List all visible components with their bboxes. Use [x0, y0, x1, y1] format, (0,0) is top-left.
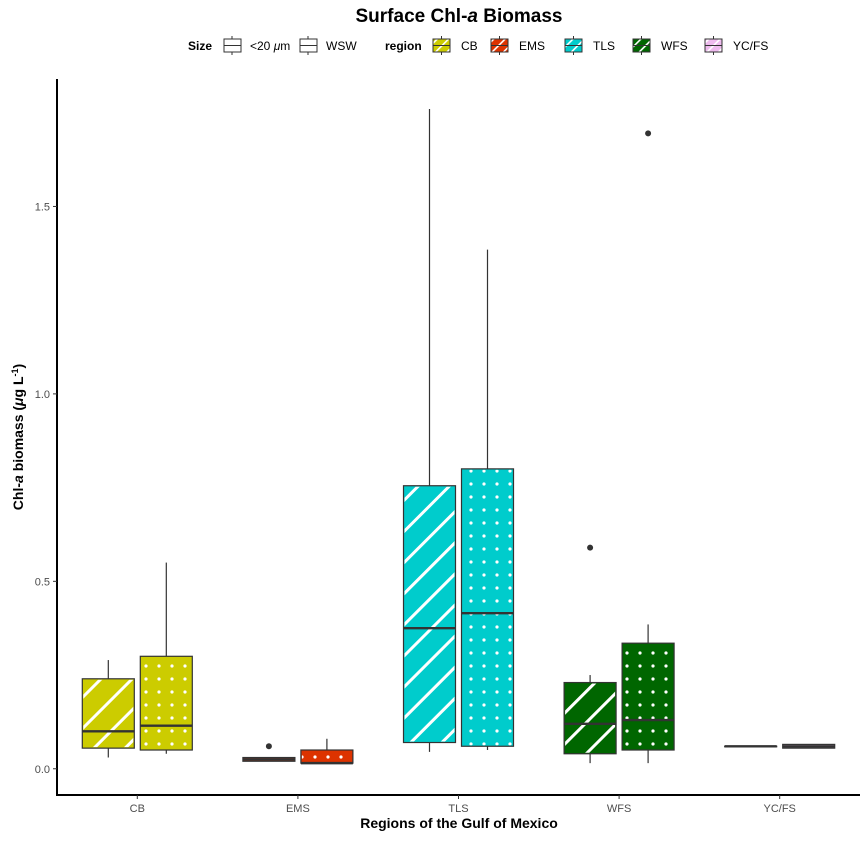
box-ems-small [242, 743, 296, 762]
y-axis-title-pre: Chl- [10, 483, 26, 511]
x-tick-label: CB [130, 803, 145, 815]
x-tick-label: YC/FS [763, 803, 795, 815]
legend-size-label-small-mu: μ [273, 39, 281, 53]
y-axis-ticks: 0.0 0.5 1.0 1.5 [35, 201, 57, 776]
y-axis-title-italic-a: a [10, 475, 26, 483]
y-axis-title-unit: g L [10, 376, 26, 397]
legend: Size <20 μm WSW region CB EMS TLS WFS YC/FS [188, 36, 768, 55]
box-wfs-wsw [621, 130, 675, 764]
box-ems-wsw [300, 738, 354, 765]
outlier-point [587, 544, 594, 551]
box-pattern [623, 644, 674, 750]
box-cb-small [81, 660, 135, 758]
x-axis-ticks: CB EMS TLS WFS YC/FS [130, 795, 796, 815]
legend-size-title: Size [188, 39, 212, 53]
legend-size-label-wsw: WSW [326, 39, 357, 53]
legend-region-label: WFS [661, 39, 688, 53]
box-ycfs-wsw [782, 743, 836, 749]
box-pattern [83, 679, 134, 748]
legend-size-label-small-pre: <20 [250, 39, 274, 53]
outlier-point [645, 130, 652, 137]
chart-title-post: Biomass [478, 6, 562, 27]
box-tls-small [402, 108, 457, 752]
x-tick-label: WFS [607, 803, 631, 815]
box-wfs-small [563, 544, 617, 764]
legend-region-title: region [385, 39, 422, 53]
chart-title-pre: Surface Chl- [356, 6, 468, 27]
box-pattern [462, 469, 513, 746]
legend-region-tls: TLS [564, 36, 615, 55]
x-tick-label: EMS [286, 803, 310, 815]
x-tick-label: TLS [448, 803, 468, 815]
legend-region-items: CB EMS TLS WFS YC/FS [432, 36, 768, 55]
legend-region-label: CB [461, 39, 478, 53]
y-axis-title-mu: μ [10, 397, 26, 407]
chart-title-italic: a [467, 6, 478, 27]
legend-region-wfs: WFS [632, 36, 688, 55]
chart-title: Surface Chl-a Biomass [356, 6, 563, 27]
legend-region-label: EMS [519, 39, 545, 53]
box-pattern [141, 657, 192, 750]
y-axis-title: Chl-a biomass (μg L-1) [10, 364, 26, 510]
box-cb-wsw [139, 562, 193, 754]
legend-region-label: TLS [593, 39, 615, 53]
legend-region-ems: EMS [490, 36, 545, 55]
box-pattern [404, 486, 455, 742]
x-axis-title: Regions of the Gulf of Mexico [360, 815, 558, 831]
box-ycfs-small [724, 745, 778, 748]
legend-size-label-small: <20 μm [250, 39, 290, 53]
outlier-point [265, 743, 272, 750]
legend-region-ycfs: YC/FS [704, 36, 768, 55]
y-tick-label: 0.5 [35, 576, 50, 588]
y-tick-label: 1.0 [35, 389, 50, 401]
legend-size-item-stripe: <20 μm [223, 36, 290, 55]
y-axis-title-close: ) [10, 364, 26, 369]
legend-region-label: YC/FS [733, 39, 768, 53]
legend-size-item-dots: WSW [299, 36, 357, 55]
box-series [81, 108, 836, 765]
legend-size-label-small-post: m [280, 39, 290, 53]
legend-region-cb: CB [432, 36, 478, 55]
y-tick-label: 0.0 [35, 764, 50, 776]
box-pattern [301, 751, 352, 763]
y-axis-title-sup: -1 [10, 368, 20, 376]
box-tls-wsw [460, 249, 515, 751]
y-axis-title-mid: biomass ( [10, 406, 26, 476]
box-pattern [565, 683, 616, 753]
y-tick-label: 1.5 [35, 201, 50, 213]
